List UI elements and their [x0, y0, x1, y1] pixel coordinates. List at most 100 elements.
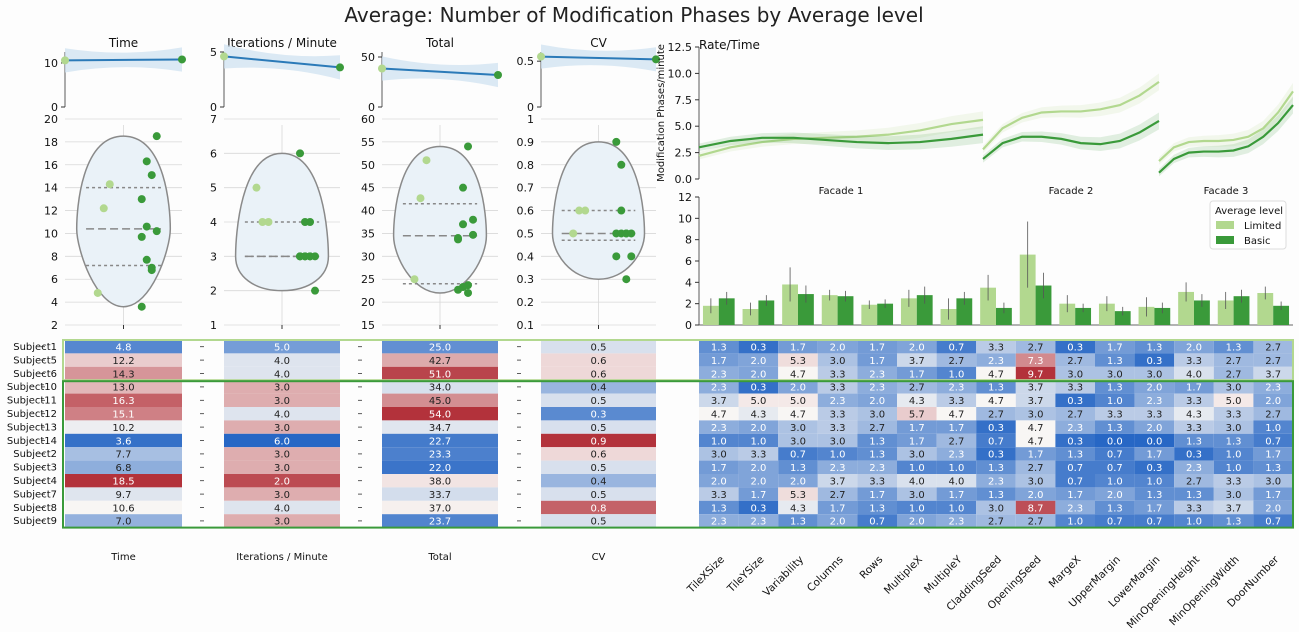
legend-swatch [1216, 221, 1234, 229]
heatmap-value: 13.0 [112, 383, 134, 394]
heatmap-value: 0.8 [591, 503, 607, 514]
param-heatmap-cell [1015, 393, 1056, 407]
param-heatmap-value: 3.0 [1146, 369, 1162, 380]
subject-label: Subject1 [13, 342, 57, 353]
heatmap-cell [382, 340, 498, 354]
param-heatmap-value: 1.3 [1146, 343, 1162, 354]
param-heatmap-value: 4.3 [909, 396, 925, 407]
param-heatmap-value: 2.3 [750, 517, 766, 528]
param-heatmap-cell [857, 340, 897, 354]
param-heatmap-value: 1.3 [1226, 343, 1242, 354]
legend-item-label: Basic [1244, 236, 1270, 247]
param-heatmap-value: 0.7 [948, 343, 964, 354]
param-heatmap-value: 2.0 [1265, 503, 1281, 514]
param-heatmap-cell [1015, 447, 1056, 461]
data-point-limited [581, 206, 590, 215]
param-heatmap-cell [817, 366, 858, 381]
regression-point-limited [61, 56, 69, 65]
heatmap-cell [65, 433, 182, 448]
param-heatmap-value: 3.0 [1107, 369, 1123, 380]
param-heatmap-value: 3.0 [1226, 423, 1242, 434]
param-heatmap-value: 3.3 [1226, 477, 1242, 488]
heatmap-value: 4.0 [274, 410, 290, 421]
y-tick-label: 16 [44, 159, 58, 172]
param-heatmap-cell [976, 420, 1016, 434]
heatmap-cell [382, 393, 498, 407]
rate-tick-label: 5.0 [675, 120, 693, 133]
param-heatmap-value: 1.0 [1186, 517, 1202, 528]
y-tick-label: 45 [361, 182, 375, 195]
data-point-basic [296, 149, 305, 158]
param-heatmap-cell [817, 460, 858, 474]
subject-label: Subject10 [7, 382, 57, 393]
param-heatmap-value: 2.3 [830, 396, 846, 407]
heatmap-value: 25.0 [429, 343, 451, 354]
param-heatmap-value: 1.3 [988, 490, 1004, 501]
data-point-basic [137, 195, 146, 204]
y-tick-label: 18 [44, 136, 58, 149]
data-point-limited [410, 275, 419, 284]
heatmap-value: 0.6 [591, 450, 607, 461]
param-heatmap-cell [976, 514, 1016, 528]
heatmap-cell [224, 420, 340, 434]
param-heatmap-value: 2.7 [1265, 343, 1281, 354]
facet-label: Facade 1 [819, 186, 864, 197]
param-heatmap-cell [738, 474, 779, 488]
regression-line [381, 67, 499, 76]
param-heatmap-value: 5.3 [790, 490, 806, 501]
heatmap-value: 22.0 [429, 463, 451, 474]
bar-basic [1035, 285, 1052, 325]
param-heatmap-cell [1253, 407, 1293, 421]
param-heatmap-value: 2.0 [1146, 383, 1162, 394]
heatmap-value: 4.0 [274, 503, 290, 514]
param-heatmap-cell [897, 420, 937, 434]
heatmap-value: 0.5 [591, 517, 607, 528]
param-heatmap-cell [1174, 474, 1214, 488]
heatmap-cell [224, 353, 340, 367]
param-heatmap-cell [738, 420, 779, 434]
param-heatmap-value: 3.3 [1146, 410, 1162, 421]
param-heatmap-cell [1253, 474, 1293, 488]
param-heatmap-cell [1134, 474, 1175, 488]
param-heatmap-cell [1253, 447, 1293, 461]
param-heatmap-value: 2.7 [988, 410, 1004, 421]
category-label: TileXSize [684, 554, 727, 597]
param-heatmap-cell [778, 366, 818, 381]
rate-time-title: Rate/Time [699, 38, 760, 52]
subject-label: Subject7 [13, 489, 57, 500]
param-heatmap-cell [1015, 487, 1056, 501]
param-heatmap-value: 1.0 [1226, 463, 1242, 474]
param-heatmap-cell [897, 393, 937, 407]
param-heatmap-cell [857, 420, 897, 434]
y-tick-label: 0.5 [517, 227, 535, 240]
param-heatmap-cell [1213, 460, 1254, 474]
param-heatmap-value: 4.7 [711, 410, 727, 421]
heatmap-value: 15.1 [112, 410, 134, 421]
data-point-basic [617, 206, 626, 215]
param-heatmap-cell [738, 353, 779, 367]
param-heatmap-cell [778, 460, 818, 474]
reg-tick-label: 0 [368, 101, 375, 114]
param-heatmap-value: 1.7 [790, 343, 806, 354]
param-heatmap-cell [817, 487, 858, 501]
param-heatmap-cell [1134, 366, 1175, 381]
param-heatmap-cell [738, 407, 779, 421]
param-heatmap-cell [1134, 460, 1175, 474]
param-heatmap-cell [1253, 420, 1293, 434]
param-heatmap-value: 3.7 [1265, 369, 1281, 380]
subject-label: Subject5 [13, 355, 57, 366]
param-heatmap-cell [1134, 487, 1175, 501]
subject-label: Subject14 [7, 436, 57, 447]
panel-title: CV [590, 36, 607, 50]
param-heatmap-cell [897, 340, 937, 354]
param-heatmap-cell [897, 487, 937, 501]
y-tick-label: 20 [361, 296, 375, 309]
param-heatmap-value: 2.0 [790, 383, 806, 394]
y-tick-label: 25 [361, 273, 375, 286]
param-heatmap-value: 2.7 [1186, 477, 1202, 488]
param-heatmap-cell [1055, 514, 1095, 528]
param-heatmap-value: 2.0 [711, 477, 727, 488]
param-heatmap-value: 1.0 [1067, 517, 1083, 528]
param-heatmap-cell [976, 487, 1016, 501]
heatmap-cell [224, 474, 340, 488]
